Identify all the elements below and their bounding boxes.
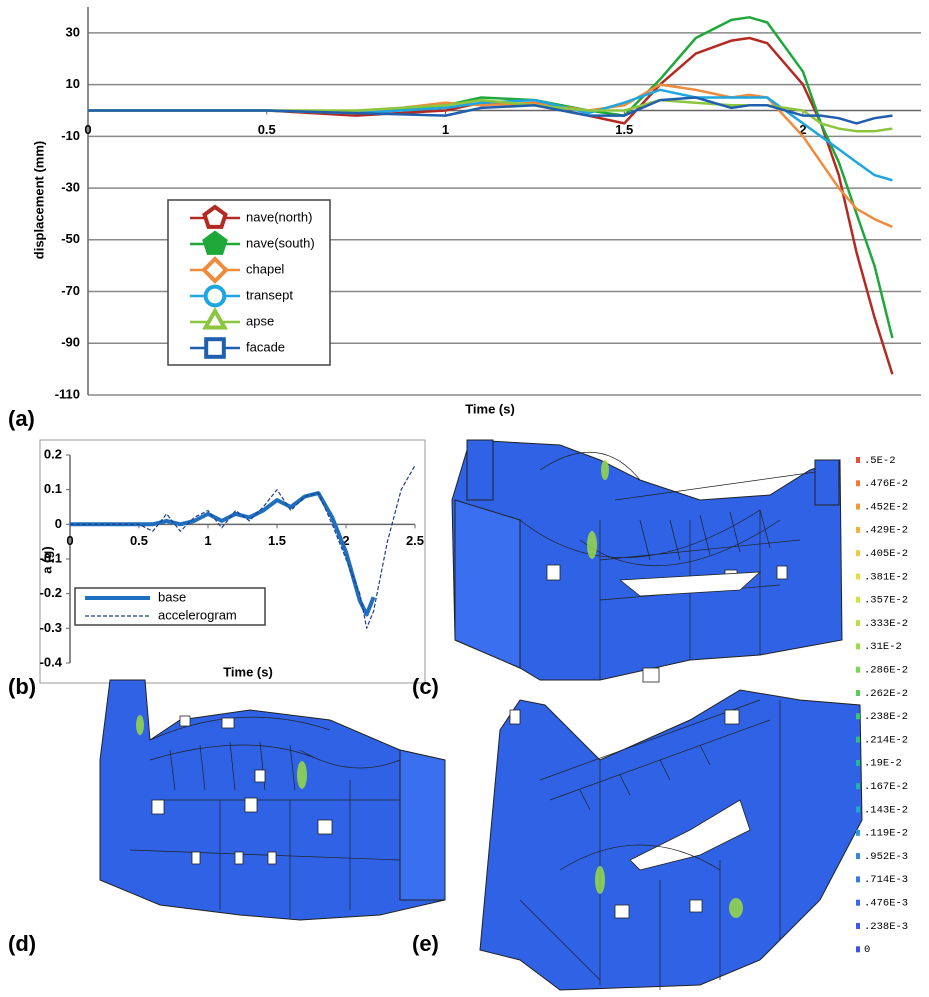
legend-label: nave(south) <box>246 235 315 250</box>
colorbar-label: .286E-2 <box>864 664 908 676</box>
x-axis-title: Time (s) <box>223 664 273 679</box>
y-axis-title: a (g) <box>39 546 54 573</box>
legend-label: accelerogram <box>158 607 237 622</box>
y-tick-label: 0 <box>55 516 62 531</box>
y-tick-label: 10 <box>66 76 80 91</box>
y-tick-label: -110 <box>55 386 80 401</box>
fem-model-d <box>100 680 445 920</box>
colorbar-label: .143E-2 <box>864 804 908 816</box>
figure: 3010-10-30-50-70-90-11000.511.52displace… <box>0 0 929 997</box>
legend-marker <box>205 233 226 253</box>
y-tick-label: -30 <box>61 180 80 195</box>
colorbar-label: .381E-2 <box>864 571 908 583</box>
panel-label: (e) <box>412 931 439 956</box>
colorbar-label: .31E-2 <box>864 641 902 653</box>
legend-label: transept <box>246 287 293 302</box>
x-tick-label: 0 <box>66 533 73 548</box>
x-tick-label: 1 <box>204 533 211 548</box>
x-tick-label: 0.5 <box>258 122 276 137</box>
colorbar-label: .119E-2 <box>864 828 908 840</box>
legend-marker <box>205 207 226 227</box>
legend-label: chapel <box>246 261 284 276</box>
panel-label: (d) <box>8 931 36 956</box>
y-tick-label: 0.2 <box>44 446 62 461</box>
colorbar-label: .452E-2 <box>864 501 908 513</box>
colorbar-label: .476E-3 <box>864 897 908 909</box>
y-tick-label: -10 <box>61 128 80 143</box>
colorbar-label: .214E-2 <box>864 734 908 746</box>
colorbar-label: 0 <box>864 944 870 956</box>
y-tick-label: -90 <box>61 335 80 350</box>
x-tick-label: 0.5 <box>130 533 148 548</box>
x-tick-label: 1.5 <box>268 533 286 548</box>
legend-label: nave(north) <box>246 209 312 224</box>
legend-marker <box>206 339 224 357</box>
x-tick-label: 1 <box>442 122 449 137</box>
colorbar-label: .429E-2 <box>864 525 908 537</box>
colorbar-label: .405E-2 <box>864 548 908 560</box>
panel-label: (c) <box>412 674 439 699</box>
colorbar-label: .238E-2 <box>864 711 908 723</box>
colorbar-label: .19E-2 <box>864 758 902 770</box>
y-tick-label: -70 <box>61 283 80 298</box>
colorbar-label: .238E-3 <box>864 921 908 933</box>
colorbar-label: .5E-2 <box>864 455 896 467</box>
panel-label: (b) <box>8 674 36 699</box>
y-tick-label: -0.4 <box>40 654 63 669</box>
colorbar-label: .357E-2 <box>864 595 908 607</box>
colorbar-label: .714E-3 <box>864 874 908 886</box>
x-tick-label: 0 <box>84 122 91 137</box>
x-axis-title: Time (s) <box>465 401 515 416</box>
y-tick-label: -0.2 <box>40 585 62 600</box>
colorbar-label: .476E-2 <box>864 478 908 490</box>
y-tick-label: 0.1 <box>44 481 62 496</box>
y-tick-label: 30 <box>66 24 80 39</box>
y-axis-title: displacement (mm) <box>31 141 46 259</box>
fem-model-e <box>480 690 862 990</box>
legend-label: facade <box>246 339 285 354</box>
legend-marker <box>206 287 225 306</box>
fem-model-c <box>452 440 842 682</box>
legend-label: base <box>158 589 186 604</box>
panel-label: (a) <box>8 406 35 431</box>
colorbar-label: .167E-2 <box>864 781 908 793</box>
x-tick-label: 2.5 <box>406 533 424 548</box>
y-tick-label: -0.3 <box>40 620 62 635</box>
colorbar-label: .952E-3 <box>864 851 908 863</box>
colorbar-label: .333E-2 <box>864 618 908 630</box>
y-tick-label: -50 <box>61 231 80 246</box>
colorbar-label: .262E-2 <box>864 688 908 700</box>
panel-frame <box>40 440 425 683</box>
legend-label: apse <box>246 313 274 328</box>
